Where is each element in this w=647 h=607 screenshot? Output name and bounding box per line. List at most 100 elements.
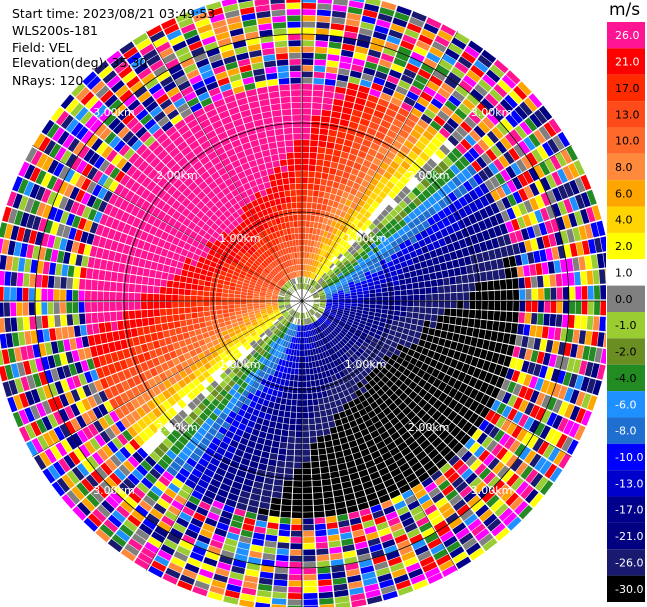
velocity-gate [260, 308, 267, 313]
velocity-gate [477, 54, 493, 68]
velocity-gate [382, 86, 395, 97]
velocity-gate [342, 241, 349, 248]
velocity-gate [590, 254, 599, 269]
velocity-gate [293, 468, 302, 475]
velocity-gate [352, 343, 360, 351]
velocity-gate [136, 208, 146, 220]
velocity-gate [593, 285, 601, 300]
velocity-gate [469, 400, 480, 412]
velocity-gate [541, 394, 552, 409]
velocity-gate [375, 265, 383, 272]
velocity-gate [396, 268, 404, 275]
velocity-gate [91, 280, 98, 291]
velocity-gate [305, 331, 308, 338]
velocity-gate [540, 409, 552, 424]
velocity-gate [130, 410, 142, 422]
velocity-gate [584, 330, 593, 346]
velocity-gate [372, 226, 380, 235]
velocity-gate [430, 314, 438, 322]
velocity-gate [349, 311, 356, 315]
velocity-gate [431, 453, 444, 465]
velocity-gate [408, 425, 419, 436]
velocity-gate [86, 268, 94, 279]
velocity-gate [387, 426, 397, 436]
velocity-gate [331, 374, 338, 382]
velocity-gate [50, 445, 63, 460]
velocity-gate [360, 224, 368, 232]
velocity-gate [272, 307, 279, 311]
velocity-gate [568, 422, 581, 438]
velocity-gate [462, 98, 476, 111]
velocity-gate [338, 430, 346, 439]
velocity-gate [355, 341, 362, 348]
velocity-gate [569, 196, 580, 212]
velocity-gate [473, 481, 487, 494]
velocity-gate [317, 319, 323, 325]
velocity-gate [180, 248, 189, 257]
velocity-gate [232, 348, 240, 356]
velocity-gate [4, 223, 14, 239]
velocity-gate [118, 482, 132, 495]
velocity-gate [273, 579, 288, 587]
velocity-gate [261, 272, 267, 278]
velocity-gate [187, 523, 201, 534]
velocity-gate [179, 282, 186, 289]
velocity-gate [190, 421, 201, 431]
velocity-gate [193, 323, 201, 330]
velocity-gate [307, 311, 311, 317]
velocity-gate [371, 115, 382, 125]
velocity-gate [182, 395, 192, 405]
velocity-gate [383, 436, 394, 446]
velocity-gate [413, 394, 423, 404]
velocity-gate [98, 417, 110, 430]
velocity-gate [76, 203, 86, 217]
velocity-gate [333, 214, 340, 222]
velocity-gate [53, 162, 65, 177]
velocity-gate [109, 206, 119, 218]
velocity-gate [292, 343, 296, 350]
velocity-gate [197, 290, 204, 296]
velocity-gate [461, 51, 476, 64]
velocity-gate [321, 243, 327, 251]
velocity-gate [335, 501, 346, 510]
velocity-gate [333, 279, 340, 285]
velocity-gate [104, 131, 117, 145]
velocity-gate [393, 348, 402, 357]
velocity-gate [303, 264, 306, 271]
velocity-gate [313, 240, 318, 248]
velocity-gate [206, 354, 214, 362]
velocity-gate [159, 294, 166, 301]
velocity-gate [374, 355, 382, 363]
velocity-gate [302, 15, 316, 22]
velocity-gate [378, 146, 388, 156]
velocity-gate [448, 399, 458, 410]
velocity-gate [408, 201, 417, 211]
velocity-gate [503, 436, 516, 450]
velocity-gate [10, 302, 17, 317]
velocity-gate [267, 339, 273, 346]
velocity-gate [514, 443, 526, 457]
velocity-gate [268, 516, 280, 524]
velocity-gate [91, 184, 103, 197]
velocity-gate [232, 559, 247, 569]
velocity-gate [55, 327, 63, 340]
velocity-gate [255, 520, 267, 528]
velocity-gate [417, 378, 427, 388]
velocity-gate [335, 244, 342, 251]
velocity-gate [143, 426, 155, 438]
velocity-gate [317, 3, 332, 11]
velocity-gate [404, 155, 415, 166]
velocity-gate [414, 262, 422, 270]
velocity-gate [450, 301, 457, 309]
velocity-gate [382, 590, 398, 601]
velocity-gate [287, 308, 293, 313]
velocity-gate [10, 287, 17, 301]
velocity-gate [399, 462, 411, 473]
velocity-gate [232, 514, 245, 523]
velocity-gate [267, 374, 274, 382]
velocity-gate [116, 157, 128, 170]
velocity-gate [26, 440, 39, 457]
velocity-gate [582, 345, 591, 361]
velocity-gate [160, 248, 169, 257]
velocity-gate [268, 324, 275, 330]
